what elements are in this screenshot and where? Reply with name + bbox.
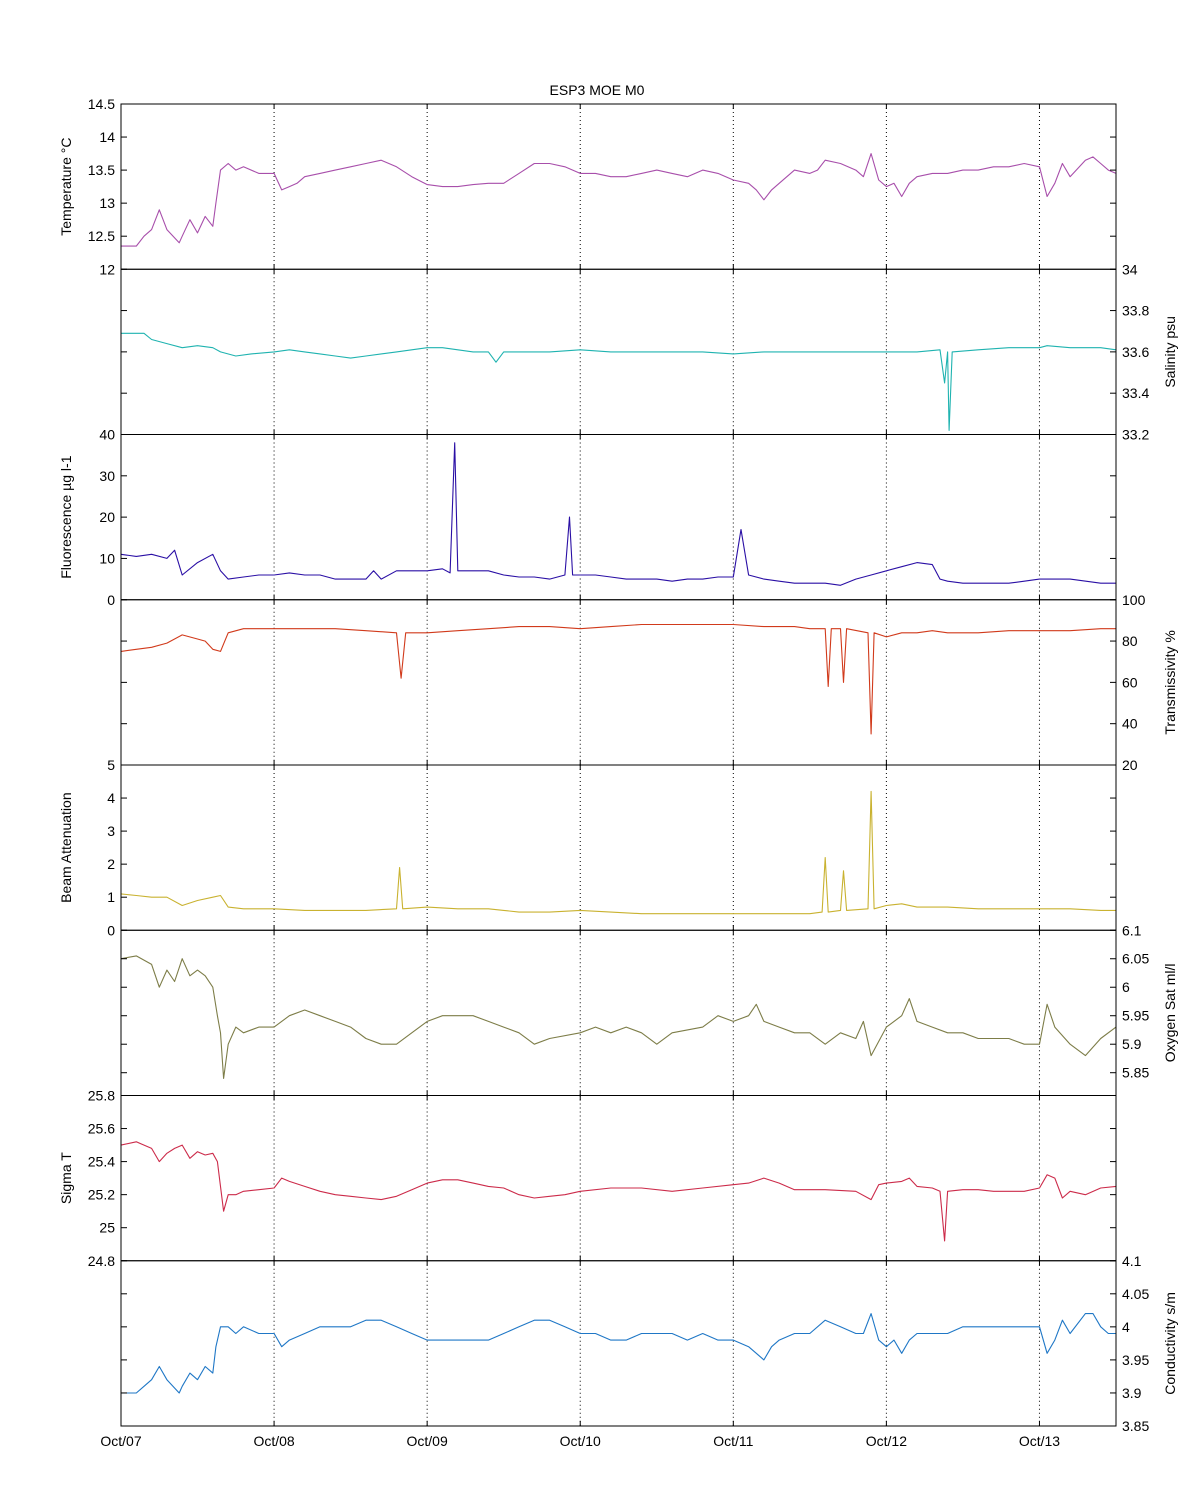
y-axis-label: Temperature °C [58,138,74,236]
y-tick-label: 25 [99,1220,115,1236]
y-tick-label: 33.2 [1122,427,1149,443]
y-tick-label: 40 [1122,716,1138,732]
chart-title: ESP3 MOE M0 [550,82,645,98]
y-tick-label: 13 [99,195,115,211]
y-tick-label: 5.85 [1122,1065,1149,1081]
y-axis-label: Oxygen Sat ml/l [1162,963,1178,1062]
y-axis-label: Transmissivity % [1162,630,1178,735]
panel-8: 3.85 3.9 3.95 4 4.05 4.1 Conductivity s/m [120,1253,1178,1434]
series-line-6 [120,955,1117,1079]
x-axis: Oct/07 Oct/08 Oct/09 Oct/10 Oct/11 Oct/12 Oct/… [100,1433,1060,1449]
series-line-8 [121,1313,1116,1394]
y-tick-label: 0 [107,592,115,608]
panel-frame [120,1260,1117,1427]
y-tick-label: 80 [1122,633,1138,649]
y-tick-label: 10 [99,550,115,566]
y-tick-label: 33.6 [1122,344,1149,360]
y-tick-label: 25.8 [88,1088,115,1104]
x-tick-label: Oct/08 [253,1433,294,1449]
y-tick-label: 12.5 [88,228,115,244]
y-tick-label: 25.6 [88,1121,115,1137]
y-tick-label: 3.95 [1122,1352,1149,1368]
series-line-7 [120,1141,1117,1242]
y-tick-label: 33.4 [1122,385,1149,401]
y-tick-label: 24.8 [88,1253,115,1269]
x-tick-label: Oct/12 [866,1433,907,1449]
y-tick-label: 34 [1122,261,1138,277]
series-line-4 [120,623,1116,735]
y-tick-label: 5.95 [1122,1008,1149,1024]
y-tick-label: 4.1 [1122,1253,1142,1269]
y-axis-label: Beam Attenuation [58,792,74,903]
y-axis-label: Salinity psu [1162,316,1178,388]
series-line-3 [120,442,1116,586]
x-tick-label: Oct/09 [407,1433,448,1449]
y-tick-label: 4 [107,790,115,806]
y-tick-label: 60 [1122,674,1138,690]
y-axis-label: Sigma T [58,1152,74,1204]
y-tick-label: 33.8 [1122,303,1149,319]
panel-4: 20 40 60 80 100 Transmissivity % [120,592,1178,773]
x-tick-label: Oct/11 [713,1433,753,1449]
y-tick-label: 25.4 [88,1154,115,1170]
y-tick-label: 100 [1122,592,1146,608]
y-tick-label: 13.5 [88,162,115,178]
y-tick-label: 40 [99,427,115,443]
y-tick-label: 30 [99,468,115,484]
y-axis-label: Fluorescence µg l-1 [58,455,74,578]
y-tick-label: 1 [107,889,115,905]
y-tick-label: 0 [107,922,115,938]
x-tick-label: Oct/07 [100,1433,141,1449]
y-tick-label: 4 [1122,1319,1130,1335]
y-tick-label: 2 [107,856,115,872]
y-tick-label: 20 [99,509,115,525]
y-tick-label: 5 [107,757,115,773]
y-tick-label: 6.1 [1122,922,1142,938]
y-tick-label: 5.9 [1122,1036,1142,1052]
x-tick-label: Oct/13 [1019,1433,1060,1449]
x-tick-label: Oct/10 [560,1433,601,1449]
y-tick-label: 20 [1122,757,1138,773]
y-tick-label: 25.2 [88,1187,115,1203]
y-tick-label: 3.9 [1122,1385,1142,1401]
y-tick-label: 14 [99,129,115,145]
series-line-1 [121,153,1117,247]
y-tick-label: 4.05 [1122,1286,1149,1302]
y-tick-label: 3 [107,823,115,839]
y-tick-label: 6.05 [1122,951,1149,967]
y-tick-label: 14.5 [88,96,115,112]
y-tick-label: 3.85 [1122,1418,1149,1434]
series-line-5 [120,790,1116,915]
panel-3: 0 10 20 30 40 Fluorescence µg l-1 [58,427,1117,608]
series-line-2 [121,332,1117,431]
y-axis-label: Conductivity s/m [1162,1292,1178,1395]
y-tick-label: 6 [1122,979,1130,995]
y-tick-label: 12 [99,261,115,277]
